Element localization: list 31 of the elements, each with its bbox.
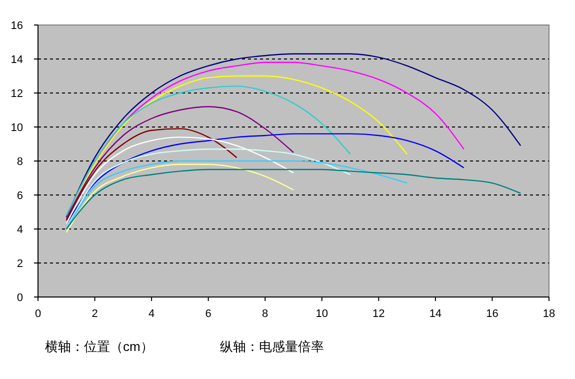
- y-tick-label: 8: [16, 156, 23, 168]
- y-tick-label: 0: [16, 292, 23, 304]
- y-tick-label: 2: [16, 258, 23, 270]
- x-tick-label: 6: [205, 308, 212, 320]
- text: 横轴：位置（cm）: [45, 339, 154, 354]
- x-tick-label: 10: [316, 308, 328, 320]
- line-series: [66, 164, 294, 233]
- text: 纵轴：电感量倍率: [220, 339, 324, 354]
- x-tick-label: 12: [372, 308, 385, 320]
- y-tick-label: 4: [16, 224, 23, 236]
- x-tick-label: 16: [486, 308, 498, 320]
- y-tick-label: 14: [10, 54, 23, 66]
- x-tick-label: 2: [92, 308, 98, 320]
- line-series: [66, 75, 408, 220]
- line-series: [66, 106, 294, 220]
- line-series: [66, 136, 294, 224]
- line-series: [66, 53, 522, 218]
- x-tick-label: 0: [34, 308, 42, 320]
- y-tick-label: 6: [16, 190, 23, 202]
- line-series: [66, 128, 238, 222]
- line-series: [66, 160, 408, 230]
- x-tick-label: 8: [262, 308, 268, 320]
- line-series: [66, 133, 464, 224]
- line-series: [66, 86, 351, 216]
- y-tick-label: 16: [10, 20, 23, 32]
- x-tick-label: 14: [429, 308, 442, 320]
- line-series: [66, 168, 522, 230]
- y-tick-label: 10: [10, 122, 23, 134]
- y-tick-label: 12: [10, 88, 23, 100]
- x-tick-label: 18: [542, 308, 556, 320]
- x-tick-label: 4: [148, 308, 155, 320]
